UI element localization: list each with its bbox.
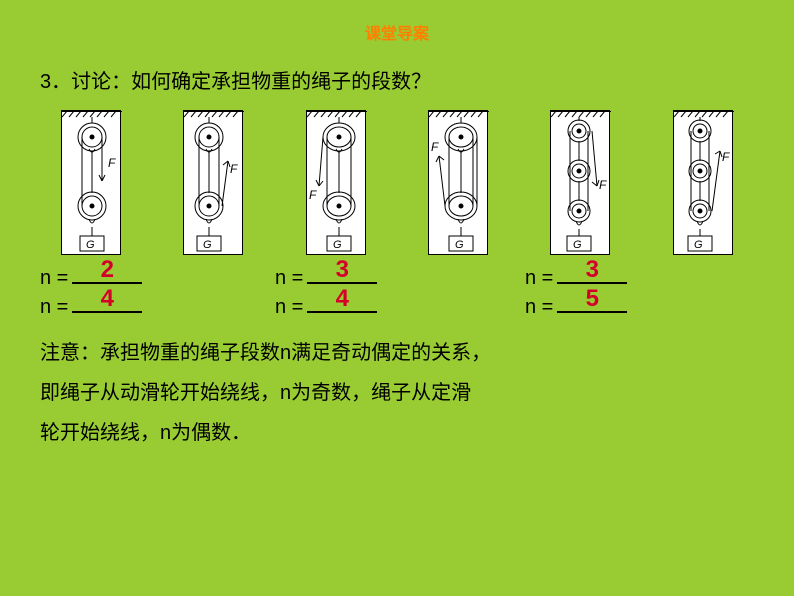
n-label: n =	[275, 296, 303, 319]
load-label: G	[203, 239, 212, 251]
answer-blank: 2	[72, 282, 142, 284]
note-line-3: 轮开始绕线，n为偶数．	[40, 413, 754, 453]
pulley-svg-4: F G	[429, 111, 489, 256]
answer-blank: 5	[557, 311, 627, 313]
note-line-2: 即绳子从动滑轮开始绕线，n为奇数，绳子从定滑	[40, 373, 754, 413]
answer-value: 3	[586, 256, 599, 284]
n-label: n =	[40, 296, 68, 319]
answers-block: n = 2 n = 3 n = 3 n = 4 n = 4 n = 5	[0, 267, 794, 319]
n-label: n =	[525, 267, 553, 290]
pulley-svg-6: F G	[674, 111, 734, 256]
answer-cell: n = 3	[525, 267, 725, 290]
pulley-diagram-1: F G	[61, 110, 121, 255]
force-label: F	[230, 162, 238, 176]
pulley-svg-5: F G	[551, 111, 611, 256]
pulley-svg-1: F G	[62, 111, 122, 256]
n-label: n =	[525, 296, 553, 319]
pulley-svg-3: F G	[307, 111, 367, 256]
load-label: G	[86, 239, 95, 251]
pulley-diagram-6: F G	[673, 110, 733, 255]
pulley-diagram-2: F G	[183, 110, 243, 255]
force-label: F	[599, 178, 607, 192]
answer-cell: n = 5	[525, 296, 725, 319]
answer-value: 4	[336, 285, 349, 313]
answer-cell: n = 3	[275, 267, 525, 290]
answer-blank: 3	[557, 282, 627, 284]
content-area: 3．讨论：如何确定承担物重的绳子的段数？	[0, 44, 794, 100]
slide-header: 课堂导案	[0, 0, 794, 44]
answer-value: 2	[101, 256, 114, 284]
header-title: 课堂导案	[365, 26, 429, 43]
n-label: n =	[275, 267, 303, 290]
load-label: G	[333, 239, 342, 251]
answer-blank: 4	[307, 311, 377, 313]
answer-cell: n = 4	[275, 296, 525, 319]
question-text: 3．讨论：如何确定承担物重的绳子的段数？	[40, 64, 754, 100]
load-label: G	[455, 239, 464, 251]
answer-cell: n = 2	[40, 267, 275, 290]
pulley-diagrams-row: F G F G	[0, 110, 794, 255]
force-label: F	[431, 140, 439, 154]
answer-cell: n = 4	[40, 296, 275, 319]
n-label: n =	[40, 267, 68, 290]
note-block: 注意：承担物重的绳子段数n满足奇动偶定的关系， 即绳子从动滑轮开始绕线，n为奇数…	[0, 325, 794, 453]
answer-value: 5	[586, 285, 599, 313]
answer-blank: 3	[307, 282, 377, 284]
note-line-1: 注意：承担物重的绳子段数n满足奇动偶定的关系，	[40, 333, 754, 373]
load-label: G	[573, 239, 582, 251]
pulley-diagram-4: F G	[428, 110, 488, 255]
answer-value: 3	[336, 256, 349, 284]
force-label: F	[309, 188, 317, 202]
answer-row-2: n = 4 n = 4 n = 5	[40, 296, 754, 319]
force-label: F	[722, 150, 730, 164]
load-label: G	[694, 239, 703, 251]
force-label: F	[108, 156, 116, 170]
answer-blank: 4	[72, 311, 142, 313]
pulley-svg-2: F G	[184, 111, 244, 256]
pulley-diagram-5: F G	[550, 110, 610, 255]
pulley-diagram-3: F G	[306, 110, 366, 255]
answer-row-1: n = 2 n = 3 n = 3	[40, 267, 754, 290]
answer-value: 4	[101, 285, 114, 313]
